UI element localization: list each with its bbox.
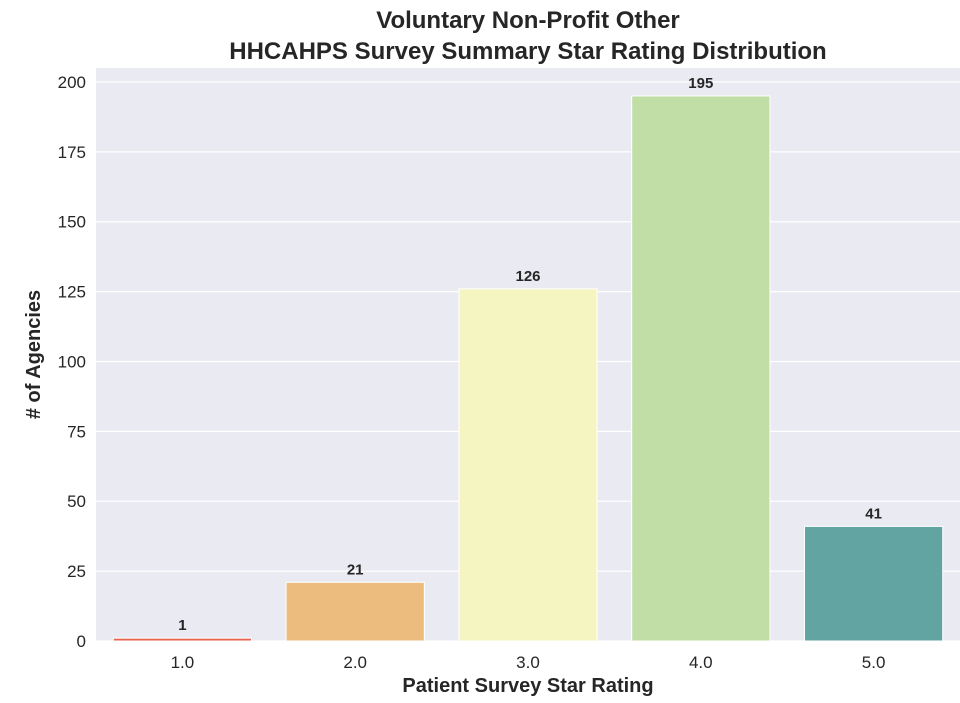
chart-title-line-2: HHCAHPS Survey Summary Star Rating Distr… <box>229 38 826 65</box>
y-tick-label: 75 <box>67 422 86 441</box>
bar-5.0 <box>803 525 944 642</box>
bar-value-label: 1 <box>178 617 186 634</box>
x-tick-label: 3.0 <box>516 653 540 672</box>
bar-4.0 <box>631 95 771 642</box>
y-tick-label: 175 <box>58 143 86 162</box>
bars <box>112 95 944 642</box>
y-tick-label: 150 <box>58 213 86 232</box>
data-labels: 1 21 126 195 41 <box>178 75 882 634</box>
y-tick-label: 125 <box>58 283 86 302</box>
y-tick-label: 0 <box>77 632 86 651</box>
x-tick-label: 2.0 <box>343 653 367 672</box>
bar-value-label: 195 <box>688 75 713 92</box>
y-tick-label: 100 <box>58 352 86 371</box>
x-tick-label: 1.0 <box>171 653 195 672</box>
bar-value-label: 21 <box>347 561 364 578</box>
y-axis-ticks: 0 25 50 75 100 125 150 175 200 <box>58 73 86 651</box>
bar-1.0 <box>112 637 253 642</box>
bar-value-label: 41 <box>865 505 882 522</box>
x-tick-label: 5.0 <box>862 653 886 672</box>
y-tick-label: 25 <box>67 562 86 581</box>
x-axis-label: Patient Survey Star Rating <box>402 675 653 697</box>
chart-title-line-1: Voluntary Non-Profit Other <box>376 7 680 34</box>
bar-3.0 <box>458 288 598 642</box>
bar-value-label: 126 <box>515 268 540 285</box>
bar-2.0 <box>285 581 425 642</box>
x-axis-ticks: 1.0 2.0 3.0 4.0 5.0 <box>171 653 886 672</box>
y-tick-label: 200 <box>58 73 86 92</box>
x-tick-label: 4.0 <box>689 653 713 672</box>
y-tick-label: 50 <box>67 492 86 511</box>
y-axis-label: # of Agencies <box>23 290 45 419</box>
